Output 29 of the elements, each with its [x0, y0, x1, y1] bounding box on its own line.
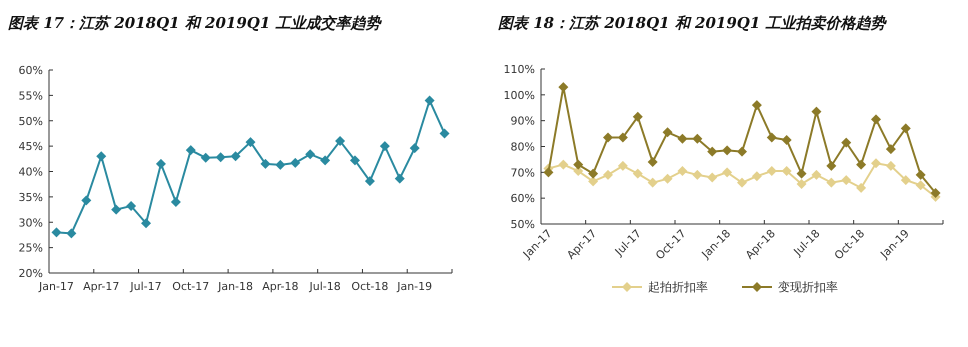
x-tick-label: Apr-17	[83, 280, 120, 293]
x-tick-label: Oct-17	[172, 280, 210, 293]
y-tick-label: 30%	[18, 216, 43, 230]
x-tick-label: Jan-19	[396, 280, 432, 293]
y-tick-label: 55%	[18, 89, 43, 102]
y-tick-label: 50%	[510, 218, 535, 231]
x-tick-label: Apr-18	[262, 280, 298, 293]
x-tick-label: Oct-18	[351, 280, 388, 293]
y-tick-label: 50%	[18, 114, 43, 128]
legend-label: 变现折扣率	[778, 280, 838, 294]
chart-title: 图表 17：江苏 2018Q1 和 2019Q1 工业成交率趋势	[8, 14, 382, 32]
chart-title: 图表 18：江苏 2018Q1 和 2019Q1 工业拍卖价格趋势	[498, 14, 888, 32]
y-tick-label: 25%	[18, 242, 43, 255]
y-tick-label: 20%	[18, 267, 43, 280]
y-tick-label: 100%	[504, 88, 535, 102]
x-tick-label: Jul-17	[129, 280, 162, 293]
x-tick-label: Jan-18	[217, 280, 254, 293]
y-tick-label: 110%	[504, 63, 535, 76]
y-tick-label: 60%	[510, 192, 535, 206]
y-tick-label: 80%	[510, 140, 535, 154]
y-tick-label: 60%	[18, 64, 43, 77]
y-tick-label: 40%	[18, 166, 43, 178]
y-tick-label: 70%	[510, 166, 535, 180]
y-tick-label: 45%	[18, 140, 43, 154]
legend-label: 起拍折扣率	[648, 280, 708, 294]
y-tick-label: 35%	[18, 190, 43, 204]
x-tick-label: Jul-18	[308, 280, 341, 293]
x-tick-label: Jan-17	[38, 280, 74, 293]
y-tick-label: 90%	[510, 114, 535, 128]
